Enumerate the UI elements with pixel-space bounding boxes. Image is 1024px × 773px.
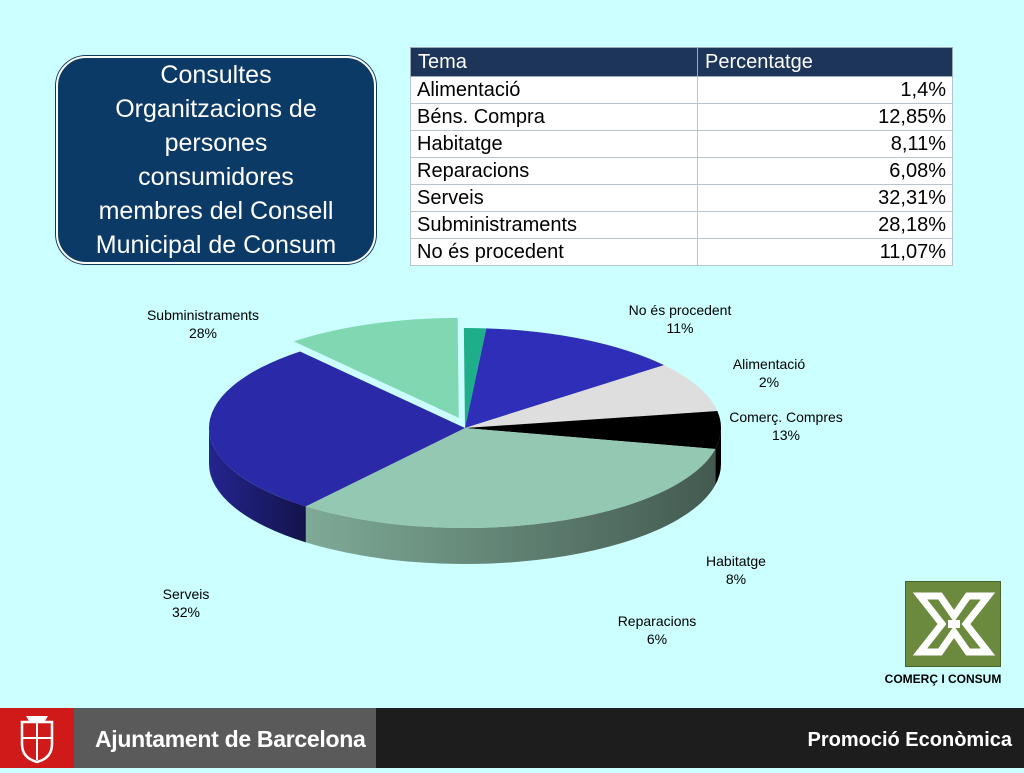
table-cell-tema: Reparacions: [410, 157, 698, 185]
pie-slice: [463, 328, 487, 428]
table-row: Habitatge 8,11%: [410, 130, 953, 158]
percentage-table: Tema Percentatge Alimentació 1,4% Béns. …: [410, 47, 953, 266]
table-cell-percent: 11,07%: [697, 238, 953, 266]
table-row: No és procedent 11,07%: [410, 238, 953, 266]
footer-bar: Ajuntament de Barcelona Promoció Econòmi…: [0, 708, 1024, 768]
table-cell-percent: 1,4%: [697, 76, 953, 104]
pie-slice-label: Serveis: [163, 586, 210, 602]
pie-slice-percent: 28%: [189, 325, 217, 341]
table-cell-tema: No és procedent: [410, 238, 698, 266]
pie-slice-side: [305, 449, 716, 564]
table-cell-tema: Subministraments: [410, 211, 698, 239]
pie-slice-label: Alimentació: [733, 356, 806, 372]
table-cell-percent: 8,11%: [697, 130, 953, 158]
pie-slice-label: No és procedent: [629, 302, 732, 318]
table-header-row: Tema Percentatge: [410, 47, 953, 77]
table-cell-percent: 32,31%: [697, 184, 953, 212]
title-text: Consultes Organitzacions de persones con…: [95, 61, 337, 259]
pie-slice-label: Subministraments: [147, 307, 259, 323]
logo-caption: COMERÇ I CONSUM: [884, 672, 1002, 686]
header-tema: Tema: [410, 47, 698, 77]
table-row: Reparacions 6,08%: [410, 157, 953, 185]
pie-slice-percent: 11%: [667, 320, 694, 336]
footer-org-name: Ajuntament de Barcelona: [95, 726, 366, 752]
pie-slice-percent: 32%: [172, 604, 200, 620]
table-cell-tema: Serveis: [410, 184, 698, 212]
pie-slice-side: [209, 428, 306, 543]
footer-org-panel: [74, 708, 376, 768]
pie-slice: [293, 317, 459, 418]
pie-slice-percent: 8%: [726, 571, 746, 587]
pie-slice: [465, 365, 718, 428]
table-cell-percent: 28,18%: [697, 211, 953, 239]
pie-slice-percent: 6%: [647, 631, 667, 647]
barcelona-shield-icon: [20, 716, 54, 764]
pie-slice-percent: 2%: [759, 374, 779, 390]
table-cell-tema: Béns. Compra: [410, 103, 698, 131]
table-row: Subministraments 28,18%: [410, 211, 953, 239]
footer-department: Promoció Econòmica: [807, 729, 1013, 751]
logo-mark-icon: [912, 592, 996, 656]
footer-emblem: [0, 708, 74, 768]
table-cell-percent: 6,08%: [697, 157, 953, 185]
header-percentatge: Percentatge: [697, 47, 953, 77]
pie-slice-percent: 13%: [772, 427, 800, 443]
pie-slice: [465, 411, 721, 450]
pie-slice: [465, 328, 665, 428]
pie-slice-label: Reparacions: [618, 613, 697, 629]
title-box: Consultes Organitzacions de persones con…: [56, 56, 376, 264]
pie-sides: [209, 428, 721, 564]
pie-slice-label: Comerç. Compres: [729, 409, 843, 425]
table-row: Béns. Compra 12,85%: [410, 103, 953, 131]
pie-tops: [209, 317, 721, 528]
table-row: Serveis 32,31%: [410, 184, 953, 212]
table-cell-tema: Alimentació: [410, 76, 698, 104]
pie-chart: No és procedent 11% Alimentació 2% Comerç. C…: [147, 302, 843, 647]
pie-slice: [305, 428, 716, 528]
table-row: Alimentació 1,4%: [410, 76, 953, 104]
pie-slice-label: Habitatge: [706, 553, 766, 569]
pie-slice-side: [715, 428, 721, 486]
table-cell-percent: 12,85%: [697, 103, 953, 131]
pie-slice: [209, 351, 465, 507]
comerc-consum-logo: [905, 581, 1001, 667]
table-cell-tema: Habitatge: [410, 130, 698, 158]
